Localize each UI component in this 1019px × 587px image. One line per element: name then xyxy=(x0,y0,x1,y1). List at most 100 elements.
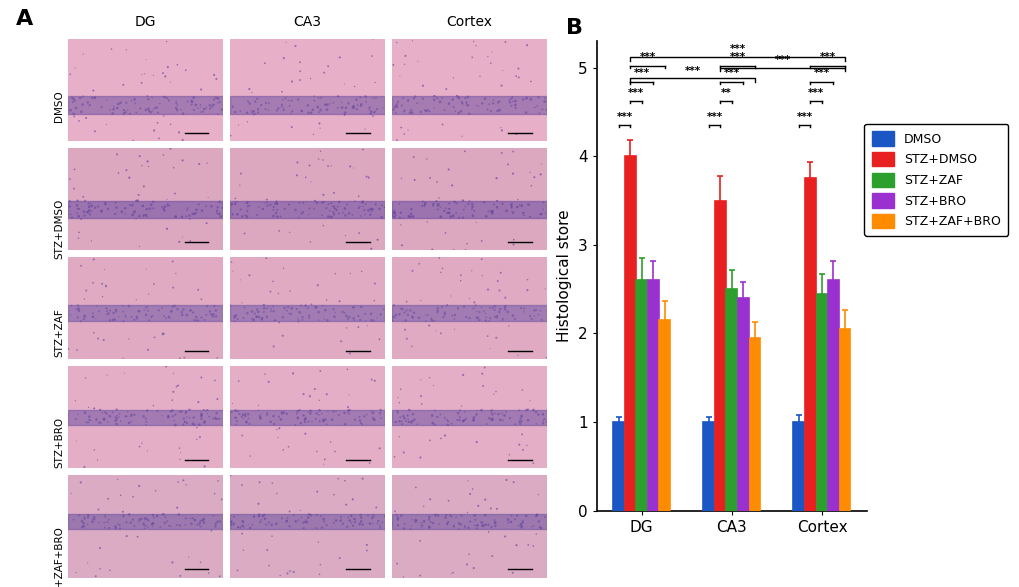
Point xyxy=(463,266,479,275)
Point xyxy=(183,519,200,528)
Point xyxy=(198,310,214,319)
Point xyxy=(472,72,488,81)
Point xyxy=(115,80,131,90)
Point xyxy=(87,92,103,102)
Point xyxy=(298,301,314,311)
Point xyxy=(211,209,227,218)
Point xyxy=(305,105,321,114)
Point xyxy=(477,520,493,529)
Point xyxy=(237,211,254,221)
Point xyxy=(473,518,489,527)
Point xyxy=(507,103,524,113)
Point xyxy=(145,70,161,80)
Point xyxy=(417,316,433,326)
Point xyxy=(147,104,163,113)
Point xyxy=(115,307,131,316)
Point xyxy=(336,108,353,117)
Point xyxy=(439,417,455,426)
Point xyxy=(482,406,498,415)
Point xyxy=(300,303,316,313)
Point xyxy=(389,408,406,417)
Point xyxy=(209,206,225,215)
Point xyxy=(294,198,311,208)
Point xyxy=(210,94,226,103)
Point xyxy=(123,417,140,426)
Point xyxy=(477,316,493,325)
Point xyxy=(229,210,246,219)
Point xyxy=(414,523,430,532)
Point xyxy=(294,518,311,527)
Point xyxy=(426,92,442,101)
Point xyxy=(177,66,194,75)
Point xyxy=(192,518,208,528)
Point xyxy=(434,264,450,273)
Point xyxy=(367,200,383,209)
Point xyxy=(383,211,399,220)
Point xyxy=(298,173,314,182)
Point xyxy=(189,520,205,529)
Point xyxy=(469,521,485,530)
Point xyxy=(412,107,428,117)
Point xyxy=(238,418,255,427)
Point xyxy=(418,106,434,116)
Point xyxy=(484,414,500,424)
Text: ***: *** xyxy=(819,52,835,62)
Bar xyxy=(816,294,826,511)
Point xyxy=(269,212,285,221)
Point xyxy=(209,394,225,404)
Text: **: ** xyxy=(720,88,731,98)
Point xyxy=(139,514,155,524)
Point xyxy=(213,495,229,504)
Point xyxy=(347,95,364,104)
Point xyxy=(116,106,132,115)
Point xyxy=(352,416,368,425)
Point xyxy=(471,315,487,325)
Point xyxy=(536,93,552,103)
Point xyxy=(326,204,342,213)
Point xyxy=(312,105,328,114)
Point xyxy=(481,303,497,312)
Point xyxy=(108,307,124,316)
Point xyxy=(413,296,429,305)
Point xyxy=(317,415,333,424)
Point xyxy=(255,204,271,214)
Point xyxy=(478,212,494,221)
Point xyxy=(300,407,316,417)
Point xyxy=(374,201,390,210)
Bar xyxy=(738,298,748,511)
Point xyxy=(531,522,547,532)
Point xyxy=(369,519,385,528)
Point xyxy=(190,103,206,113)
Point xyxy=(206,489,222,498)
Point xyxy=(291,58,308,67)
Point xyxy=(293,315,310,325)
Point xyxy=(485,95,501,104)
Point xyxy=(325,407,341,416)
Point xyxy=(259,198,275,207)
Point xyxy=(91,418,107,427)
Point xyxy=(346,197,363,206)
Point xyxy=(250,108,266,117)
Point xyxy=(83,416,99,426)
Point xyxy=(413,392,429,401)
Point xyxy=(96,335,112,345)
Point xyxy=(387,311,404,320)
Point xyxy=(414,197,430,206)
Point xyxy=(504,568,521,578)
Point xyxy=(92,564,108,573)
Point xyxy=(118,411,135,421)
Point xyxy=(143,520,159,529)
Point xyxy=(469,101,485,110)
Point xyxy=(301,311,317,321)
Point xyxy=(271,318,287,327)
Point xyxy=(196,514,212,524)
Point xyxy=(439,518,455,527)
Point xyxy=(422,495,438,504)
Point xyxy=(400,417,417,427)
Point xyxy=(265,411,281,421)
Point xyxy=(175,109,192,119)
Point xyxy=(512,520,528,529)
Point xyxy=(311,406,327,415)
Point xyxy=(321,206,337,215)
Point xyxy=(127,214,144,224)
